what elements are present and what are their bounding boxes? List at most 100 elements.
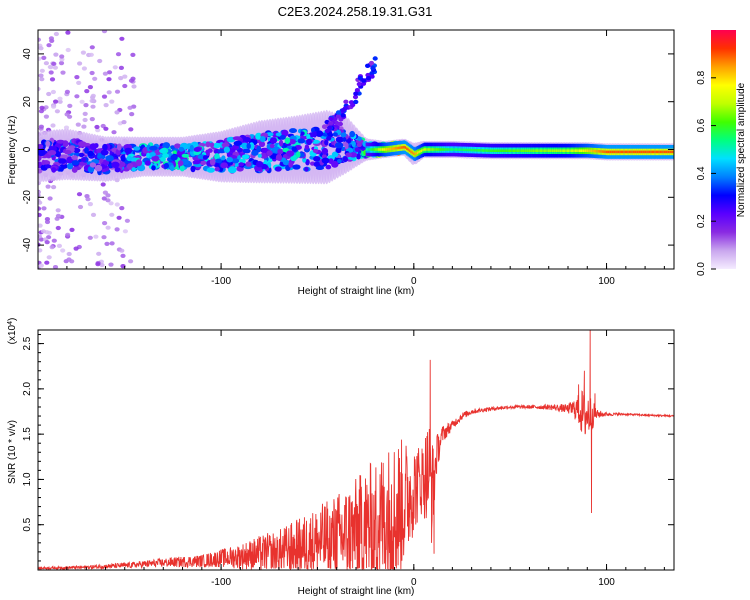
spectrogram-band-core xyxy=(377,148,380,151)
spectrogram-noise-blob xyxy=(38,223,43,228)
spectrogram-band-core xyxy=(616,150,619,154)
spectrogram-blob xyxy=(192,160,201,165)
spectrogram-band-core xyxy=(604,150,607,154)
spectrogram-blob xyxy=(126,163,134,170)
spectrogram-noise-blob xyxy=(38,86,41,92)
spectrogram-band-core xyxy=(609,150,612,154)
spectrogram-blob xyxy=(202,155,208,160)
spectrogram-blob xyxy=(144,160,151,166)
spectrogram-band-core xyxy=(381,148,384,151)
spectrogram-band-core xyxy=(627,150,630,154)
spectrogram-blob xyxy=(170,145,176,150)
spectrogram-noise-blob xyxy=(44,240,50,245)
spectrogram-blob xyxy=(242,148,251,154)
snr-panel: -100 0 100 0.5 1.0 1.5 2.0 2.5 Height of straig… xyxy=(7,318,675,597)
spectrogram-blob xyxy=(190,165,196,173)
spectrogram-band-core xyxy=(418,150,420,154)
spectrogram-band-core xyxy=(497,149,500,152)
spectrogram-noise-blob xyxy=(131,84,137,89)
spectrogram-band-core xyxy=(431,148,434,151)
spectrogram-band-core xyxy=(542,149,545,152)
spectrogram-blob xyxy=(289,128,297,134)
spectrogram-band-core xyxy=(493,149,496,152)
spectrogram-band-core xyxy=(592,149,594,153)
spectrogram-band-core xyxy=(630,150,632,154)
spectrogram-blob xyxy=(213,142,221,149)
spectrogram-band-core xyxy=(385,148,388,151)
spectrogram-band-core xyxy=(644,150,647,154)
spectrogram-band-core xyxy=(632,150,635,154)
spectrogram-band-core xyxy=(406,147,408,150)
spectrogram-blob xyxy=(351,140,356,148)
spectrogram-blob xyxy=(286,150,295,157)
spectrogram-blob xyxy=(149,145,158,151)
spectrogram-band-core xyxy=(564,149,566,152)
spectrogram-blob xyxy=(312,131,317,138)
spectrogram-branch-blob xyxy=(369,71,375,76)
spectrogram-x-tick-label: 0 xyxy=(411,276,417,287)
spectrogram-blob xyxy=(233,140,243,146)
spectrogram-branch-blob xyxy=(354,88,360,93)
spectrogram-noise-blob xyxy=(89,98,95,103)
spectrogram-blob xyxy=(126,155,133,162)
spectrogram-band-core xyxy=(524,149,527,152)
spectrogram-branch-blob xyxy=(340,108,346,113)
spectrogram-blob xyxy=(284,137,291,144)
spectrogram-blob xyxy=(259,136,266,143)
spectrogram-blob xyxy=(206,167,215,173)
spectrogram-band-core xyxy=(549,149,551,152)
spectrogram-blob xyxy=(349,130,356,138)
spectrogram-band-core xyxy=(394,147,396,150)
spectrogram-blob xyxy=(354,147,360,153)
spectrogram-noise-blob xyxy=(38,212,42,218)
spectrogram-branch-blob xyxy=(356,81,362,87)
spectrogram-noise-blob xyxy=(48,36,55,41)
spectrogram-noise-blob xyxy=(60,70,66,75)
spectrogram-noise-blob xyxy=(106,77,112,82)
spectrogram-blob xyxy=(124,147,133,154)
spectrogram-band-core xyxy=(500,149,503,152)
spectrogram-noise-blob xyxy=(116,215,122,220)
spectrogram-noise-blob xyxy=(38,124,45,129)
colorbar: 0.0 0.2 0.4 0.6 0.8 Normalized spectral ampl… xyxy=(696,30,747,276)
spectrogram-noise-blob xyxy=(38,200,43,205)
spectrogram-blob xyxy=(255,133,262,140)
spectrogram-blob xyxy=(220,162,228,169)
spectrogram-band-core xyxy=(404,146,407,149)
spectrogram-band-core xyxy=(429,148,431,151)
spectrogram-noise-blob xyxy=(67,103,73,108)
spectrogram-blob xyxy=(162,153,169,159)
spectrogram-band-core xyxy=(611,150,613,154)
spectrogram-noise-blob xyxy=(122,74,128,79)
spectrogram-noise-blob xyxy=(88,52,94,57)
spectrogram-band-core xyxy=(510,149,512,152)
spectrogram-band-core xyxy=(438,148,441,151)
spectrogram-blob xyxy=(357,136,362,142)
spectrogram-branch-blob xyxy=(353,91,359,96)
spectrogram-blob xyxy=(209,158,216,166)
colorbar-tick-label: 0.6 xyxy=(696,118,707,132)
spectrogram-ticks: -100 0 100 -40 -20 0 20 40 xyxy=(22,30,674,287)
spectrogram-band-core xyxy=(608,150,611,154)
spectrogram-band-core xyxy=(659,150,662,154)
spectrogram-band-core xyxy=(647,150,650,154)
spectrogram-blob xyxy=(226,156,233,163)
spectrogram-band-core xyxy=(512,149,515,152)
spectrogram-band-core xyxy=(468,148,470,152)
spectrogram-noise-blob xyxy=(38,109,45,114)
spectrogram-blob xyxy=(131,167,136,172)
spectrogram-noise-blob xyxy=(83,103,89,108)
spectrogram-noise-blob xyxy=(106,70,113,75)
spectrogram-band-core xyxy=(485,149,488,152)
spectrogram-band-core xyxy=(624,150,627,154)
spectrogram-noise-blob xyxy=(38,46,44,51)
spectrogram-blob xyxy=(89,162,97,168)
spectrogram-band-core xyxy=(408,149,411,152)
spectrogram-noise-blob xyxy=(39,105,45,110)
spectrogram-branch-blob xyxy=(326,136,332,141)
spectrogram-band-core xyxy=(399,146,402,149)
spectrogram-branch-blob xyxy=(343,99,349,105)
spectrogram-branch-blob xyxy=(328,121,334,126)
spectrogram-band-core xyxy=(576,149,578,152)
spectrogram-blob xyxy=(321,124,328,130)
